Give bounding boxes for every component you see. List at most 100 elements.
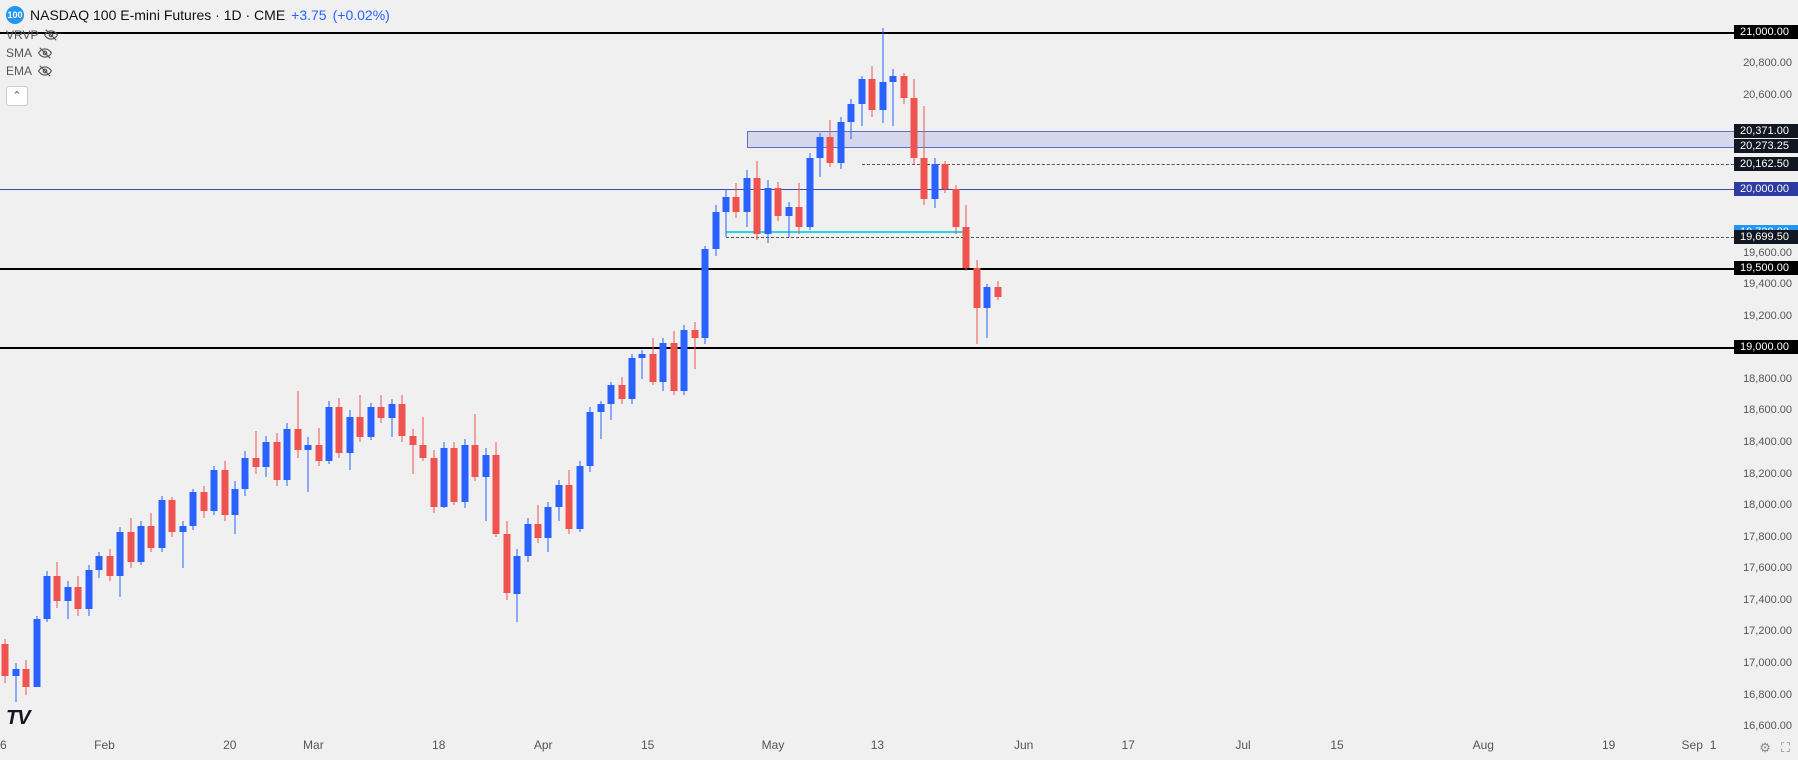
candle[interactable] [293, 0, 303, 734]
candle[interactable] [533, 0, 543, 734]
candle[interactable] [94, 0, 104, 734]
candle[interactable] [157, 0, 167, 734]
candle[interactable] [11, 0, 21, 734]
candle[interactable] [282, 0, 292, 734]
candle[interactable] [115, 0, 125, 734]
candle[interactable] [73, 0, 83, 734]
candle[interactable] [126, 0, 136, 734]
candle[interactable] [794, 0, 804, 734]
candle[interactable] [919, 0, 929, 734]
candle[interactable] [470, 0, 480, 734]
candle[interactable] [512, 0, 522, 734]
candle[interactable] [543, 0, 553, 734]
candle[interactable] [261, 0, 271, 734]
candle[interactable] [784, 0, 794, 734]
candle[interactable] [961, 0, 971, 734]
candle[interactable] [523, 0, 533, 734]
candle[interactable] [199, 0, 209, 734]
candle[interactable] [178, 0, 188, 734]
symbol-title[interactable]: NASDAQ 100 E-mini Futures · 1D · CME [30, 7, 285, 23]
candle[interactable] [408, 0, 418, 734]
candle[interactable] [502, 0, 512, 734]
candle[interactable] [617, 0, 627, 734]
candle[interactable] [575, 0, 585, 734]
candle[interactable] [220, 0, 230, 734]
candle[interactable] [564, 0, 574, 734]
candle[interactable] [63, 0, 73, 734]
candle[interactable] [21, 0, 31, 734]
candle[interactable] [637, 0, 647, 734]
candle[interactable] [449, 0, 459, 734]
candle[interactable] [251, 0, 261, 734]
candle[interactable] [763, 0, 773, 734]
candle[interactable] [731, 0, 741, 734]
candle[interactable] [700, 0, 710, 734]
candle[interactable] [585, 0, 595, 734]
candle[interactable] [240, 0, 250, 734]
price-axis[interactable]: 16,600.0016,800.0017,000.0017,200.0017,4… [1734, 0, 1798, 734]
candle[interactable] [387, 0, 397, 734]
candle[interactable] [742, 0, 752, 734]
candle[interactable] [825, 0, 835, 734]
candle[interactable] [334, 0, 344, 734]
candle[interactable] [491, 0, 501, 734]
candle[interactable] [836, 0, 846, 734]
candle[interactable] [418, 0, 428, 734]
candle[interactable] [42, 0, 52, 734]
time-axis[interactable]: 16Feb20Mar18Apr15May13Jun17Jul15Aug19Sep… [0, 734, 1734, 760]
candle[interactable] [846, 0, 856, 734]
candle[interactable] [669, 0, 679, 734]
candle[interactable] [366, 0, 376, 734]
settings-icon[interactable]: ⚙ [1759, 740, 1771, 756]
candle[interactable] [993, 0, 1003, 734]
candle[interactable] [773, 0, 783, 734]
candle[interactable] [209, 0, 219, 734]
fullscreen-icon[interactable]: ⛶ [1781, 740, 1790, 756]
candle[interactable] [230, 0, 240, 734]
candle[interactable] [355, 0, 365, 734]
candle[interactable] [930, 0, 940, 734]
candle[interactable] [188, 0, 198, 734]
candle[interactable] [940, 0, 950, 734]
candle[interactable] [752, 0, 762, 734]
chart-plot-area[interactable] [0, 0, 1734, 734]
candle[interactable] [867, 0, 877, 734]
candle[interactable] [658, 0, 668, 734]
candle[interactable] [167, 0, 177, 734]
candle[interactable] [815, 0, 825, 734]
candle[interactable] [982, 0, 992, 734]
candle[interactable] [909, 0, 919, 734]
candle[interactable] [899, 0, 909, 734]
collapse-legend-button[interactable]: ⌃ [6, 86, 28, 106]
candle[interactable] [146, 0, 156, 734]
candle[interactable] [596, 0, 606, 734]
indicator-row[interactable]: SMA [6, 46, 58, 60]
candle[interactable] [627, 0, 637, 734]
candle[interactable] [345, 0, 355, 734]
candle[interactable] [314, 0, 324, 734]
candle[interactable] [397, 0, 407, 734]
candle[interactable] [324, 0, 334, 734]
candle[interactable] [554, 0, 564, 734]
candle[interactable] [951, 0, 961, 734]
candle[interactable] [376, 0, 386, 734]
candle[interactable] [690, 0, 700, 734]
candle[interactable] [888, 0, 898, 734]
candle[interactable] [272, 0, 282, 734]
candle[interactable] [481, 0, 491, 734]
candle[interactable] [711, 0, 721, 734]
candle[interactable] [721, 0, 731, 734]
candle[interactable] [303, 0, 313, 734]
candle[interactable] [805, 0, 815, 734]
candle[interactable] [972, 0, 982, 734]
candle[interactable] [105, 0, 115, 734]
candle[interactable] [84, 0, 94, 734]
candle[interactable] [0, 0, 10, 734]
candle[interactable] [32, 0, 42, 734]
candle[interactable] [52, 0, 62, 734]
candle[interactable] [439, 0, 449, 734]
candle[interactable] [429, 0, 439, 734]
candle[interactable] [679, 0, 689, 734]
indicator-row[interactable]: EMA [6, 64, 58, 78]
candle[interactable] [857, 0, 867, 734]
